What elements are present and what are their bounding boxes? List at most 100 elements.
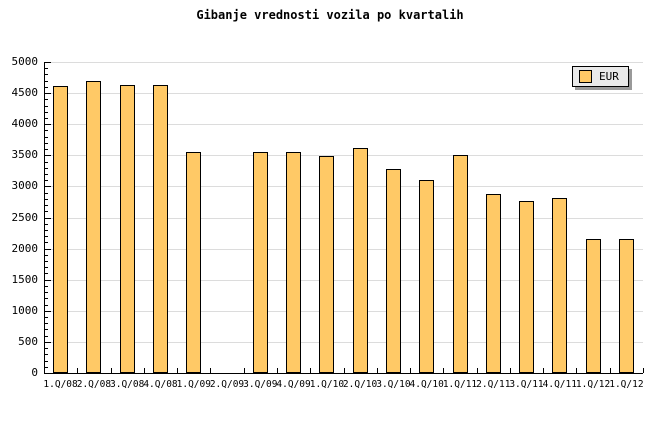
bar (252, 151, 268, 373)
y-minor-tick (45, 267, 48, 269)
x-tick (243, 368, 245, 373)
y-major-tick (45, 62, 51, 63)
x-tick-label: 1.Q/12 (575, 379, 611, 390)
y-minor-tick (45, 317, 48, 319)
y-minor-tick (45, 130, 48, 132)
bar (419, 180, 435, 373)
bar (186, 152, 202, 373)
y-minor-tick (45, 161, 48, 163)
y-tick-label: 4500 (11, 86, 39, 100)
y-minor-tick (45, 111, 48, 113)
y-minor-tick (45, 68, 48, 70)
x-tick (609, 368, 611, 373)
x-tick (77, 368, 79, 373)
x-tick (376, 368, 378, 373)
x-tick-label: 3.Q/09 (243, 379, 278, 390)
y-minor-tick (45, 192, 48, 194)
y-tick-label: 1500 (11, 272, 39, 286)
x-tick-label: 1.Q/08 (43, 379, 78, 390)
x-tick (509, 368, 511, 373)
y-major-tick (45, 248, 51, 250)
y-major-tick (45, 155, 51, 157)
x-tick (210, 368, 212, 373)
x-tick-label: 4.Q/10 (409, 379, 444, 390)
y-major-tick (45, 93, 51, 95)
y-gridline (44, 186, 643, 188)
bar (585, 238, 601, 373)
y-major-tick (45, 217, 51, 219)
y-minor-tick (45, 167, 48, 169)
y-major-tick (45, 341, 51, 343)
x-tick (643, 368, 644, 373)
y-minor-tick (45, 173, 48, 175)
chart-title: Gibanje vrednosti vozila po kvartalih (196, 8, 464, 22)
y-gridline (44, 217, 643, 219)
y-minor-tick (45, 149, 48, 151)
x-tick (443, 368, 445, 373)
y-minor-tick (45, 105, 48, 107)
y-gridline (44, 93, 643, 95)
bar (86, 81, 102, 373)
legend-swatch-icon (579, 70, 592, 83)
y-gridline (44, 341, 643, 343)
x-tick (310, 368, 312, 373)
y-minor-tick (45, 211, 48, 213)
y-major-tick (45, 310, 51, 312)
x-tick-label: 2.Q/10 (342, 379, 378, 390)
y-minor-tick (45, 323, 48, 325)
bar (385, 169, 401, 373)
y-minor-tick (45, 335, 48, 337)
bar (618, 238, 634, 373)
bar (552, 198, 568, 373)
y-major-tick (45, 186, 51, 188)
x-tick-label: 2.Q/09 (209, 379, 245, 390)
x-tick-label: 4.Q/08 (143, 379, 178, 390)
y-minor-tick (45, 86, 48, 88)
y-tick-label: 500 (18, 334, 38, 348)
y-minor-tick (45, 229, 48, 231)
y-minor-tick (45, 99, 48, 101)
y-minor-tick (45, 117, 48, 119)
y-tick-label: 3500 (11, 148, 39, 162)
y-major-tick (45, 373, 51, 374)
x-tick-label: 3.Q/08 (110, 379, 145, 390)
bar (286, 152, 302, 373)
y-tick-label: 1000 (11, 303, 39, 317)
y-minor-tick (45, 304, 48, 306)
y-minor-tick (45, 273, 48, 275)
x-tick (543, 368, 545, 373)
y-minor-tick (45, 180, 48, 182)
bar (352, 147, 368, 373)
y-major-tick (45, 279, 51, 281)
x-tick-label: 3.Q/11 (509, 379, 544, 390)
y-minor-tick (45, 254, 48, 256)
y-minor-tick (45, 285, 48, 287)
y-minor-tick (45, 360, 48, 362)
y-gridline (44, 124, 643, 126)
y-gridline (44, 279, 643, 281)
y-tick-label: 5000 (11, 55, 39, 68)
y-minor-tick (45, 142, 48, 144)
bar (519, 201, 534, 373)
y-minor-tick (45, 236, 48, 238)
y-minor-tick (45, 223, 48, 225)
y-minor-tick (45, 329, 48, 331)
x-tick (410, 368, 412, 373)
y-tick-label: 4000 (11, 117, 39, 131)
x-tick (177, 368, 179, 373)
y-minor-tick (45, 348, 48, 350)
x-tick (110, 368, 112, 373)
y-tick-label: 3000 (11, 179, 39, 193)
bar (119, 85, 135, 373)
y-minor-tick (45, 354, 48, 356)
y-major-tick (45, 124, 51, 126)
y-tick-label: 2500 (11, 210, 39, 224)
y-axis-line (44, 62, 45, 374)
x-tick-label: 1.Q/09 (176, 379, 211, 390)
y-gridline (44, 62, 643, 63)
x-axis-line (44, 373, 643, 374)
bar (319, 155, 335, 373)
bar (485, 193, 501, 373)
